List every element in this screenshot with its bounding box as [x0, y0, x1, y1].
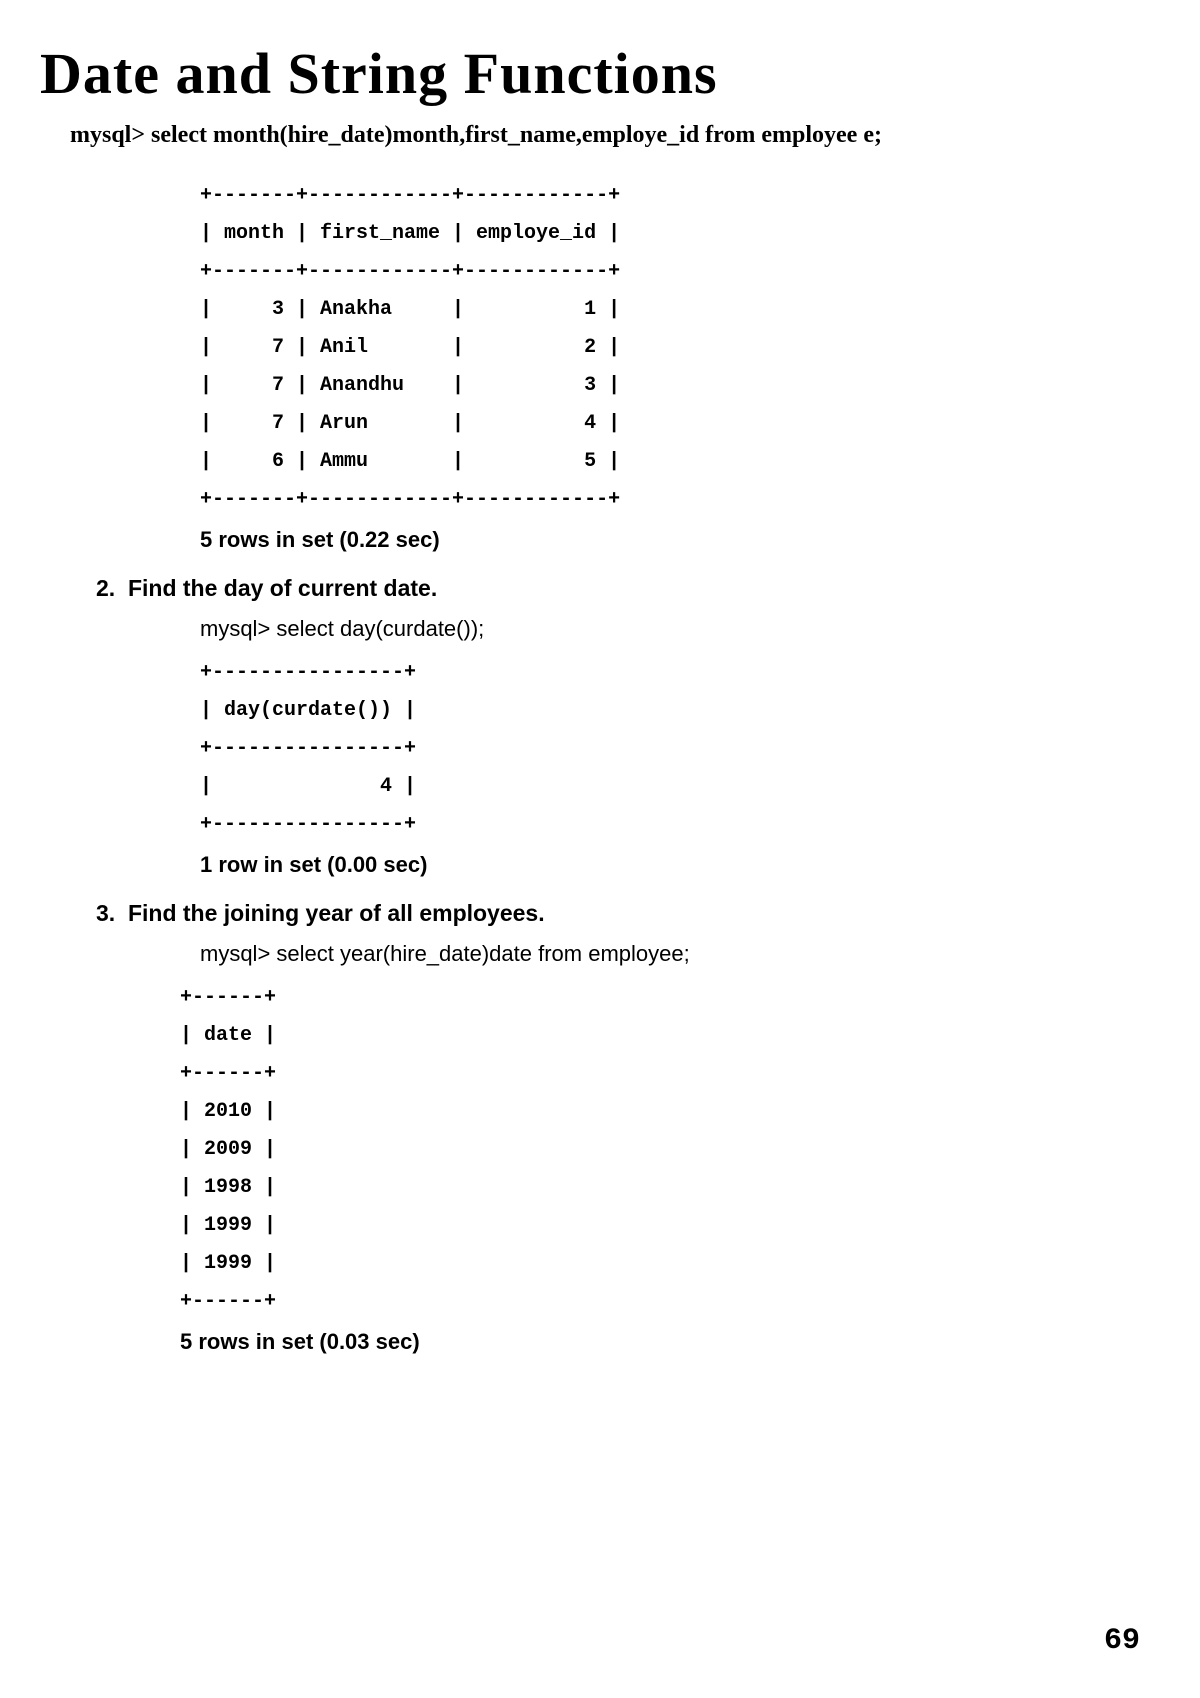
table1-header: | month | first_name | employe_id |	[200, 215, 1160, 253]
table3-border-bot: +------+	[180, 1283, 1160, 1321]
table3-result: 5 rows in set (0.03 sec)	[180, 1329, 1160, 1355]
question-2-text: Find the day of current date.	[128, 575, 437, 601]
table1-row: | 6 | Ammu | 5 |	[200, 443, 1160, 481]
question-3-text: Find the joining year of all employees.	[128, 900, 545, 926]
query-3: mysql> select year(hire_date)date from e…	[200, 941, 1160, 967]
table1-border-mid: +-------+------------+------------+	[200, 253, 1160, 291]
table3-row: | 1999 |	[180, 1245, 1160, 1283]
table1-row: | 3 | Anakha | 1 |	[200, 291, 1160, 329]
question-2-num: 2.	[96, 575, 115, 601]
table3-border-mid: +------+	[180, 1055, 1160, 1093]
page-title: Date and String Functions	[40, 40, 1160, 107]
table1-border-bot: +-------+------------+------------+	[200, 481, 1160, 519]
question-3: 3. Find the joining year of all employee…	[130, 900, 1160, 927]
question-2: 2. Find the day of current date.	[130, 575, 1160, 602]
table3-border-top: +------+	[180, 979, 1160, 1017]
table3-row: | 2010 |	[180, 1093, 1160, 1131]
table1-row: | 7 | Arun | 4 |	[200, 405, 1160, 443]
page-number: 69	[1104, 1624, 1140, 1658]
intro-sql-query: mysql> select month(hire_date)month,firs…	[70, 119, 1160, 153]
table3-row: | 2009 |	[180, 1131, 1160, 1169]
table1-row: | 7 | Anandhu | 3 |	[200, 367, 1160, 405]
table3-header: | date |	[180, 1017, 1160, 1055]
table2-border-bot: +----------------+	[200, 806, 1160, 844]
table2-header: | day(curdate()) |	[200, 692, 1160, 730]
table1-row: | 7 | Anil | 2 |	[200, 329, 1160, 367]
table2-result: 1 row in set (0.00 sec)	[200, 852, 1160, 878]
table3-row: | 1999 |	[180, 1207, 1160, 1245]
question-3-num: 3.	[96, 900, 115, 926]
table2-border-mid: +----------------+	[200, 730, 1160, 768]
table1-result: 5 rows in set (0.22 sec)	[200, 527, 1160, 553]
table2-border-top: +----------------+	[200, 654, 1160, 692]
table3-row: | 1998 |	[180, 1169, 1160, 1207]
table2-row: | 4 |	[200, 768, 1160, 806]
query-2: mysql> select day(curdate());	[200, 616, 1160, 642]
table1-border-top: +-------+------------+------------+	[200, 177, 1160, 215]
